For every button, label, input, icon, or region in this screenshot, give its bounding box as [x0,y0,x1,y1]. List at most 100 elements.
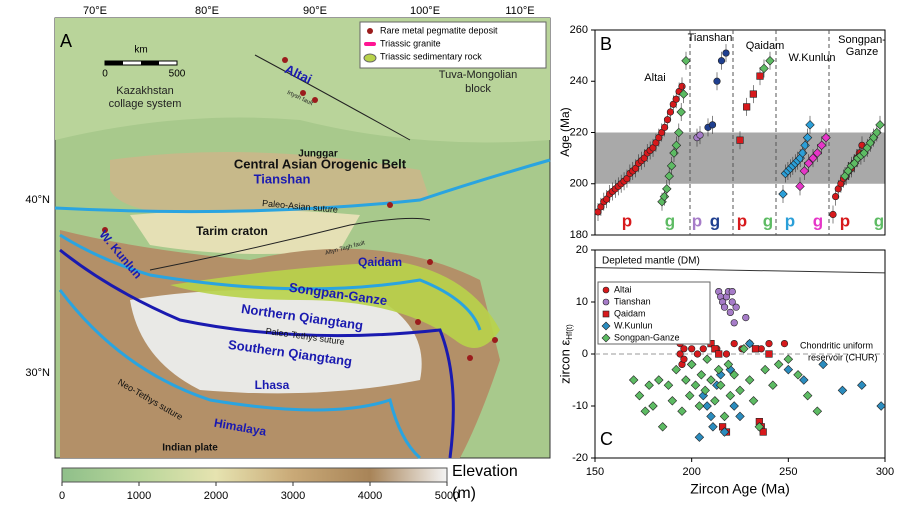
point [677,406,687,416]
map-label: Tianshan [254,171,311,186]
point [876,401,886,411]
colorbar [61,467,448,483]
point [678,82,686,90]
point [799,166,810,176]
deposit [467,355,473,361]
point [686,359,697,370]
point [803,158,814,168]
point [793,370,803,380]
point [730,340,738,348]
y-tick-label: 10 [576,296,588,308]
point [602,286,610,294]
legend-label: Songpan-Ganze [614,332,680,342]
point [640,406,650,416]
point [735,385,745,396]
map-tarim [130,210,360,254]
point [756,72,764,80]
deposits [102,57,498,361]
legend-sediment [363,53,377,63]
deposit [312,97,318,103]
panel-label: A [60,31,72,51]
point [663,380,674,390]
map-legend-label: Triassic granite [380,38,441,48]
point [601,321,611,331]
map-label: Tarim craton [196,224,268,238]
point [744,338,755,349]
suture-paleo-asian [54,158,551,214]
legend-label: W.Kunlun [614,320,653,330]
point [729,401,739,411]
map-legend-label: Triassic sedimentary rock [380,51,482,61]
point [765,340,773,348]
y-axis-label: zircon εHf(t) [557,324,574,384]
point [676,350,684,358]
point [669,148,679,158]
point [702,354,712,364]
series-letter: p [840,211,850,230]
point [749,90,757,98]
point [744,375,755,385]
map-songpan [170,262,500,348]
point [663,116,672,124]
point [799,375,809,385]
point [710,396,720,406]
point [657,422,668,432]
point [681,56,691,66]
series-letter: g [763,211,773,230]
point [661,123,669,131]
colorbar-tick-label: 2000 [204,490,228,502]
y-tick-label: 220 [570,126,588,138]
point [783,354,794,364]
point [728,288,736,296]
point [748,396,759,406]
scale-tick: 0 [102,69,108,80]
point [720,303,729,311]
point [759,428,767,436]
series-letter: p [785,211,795,230]
point [725,390,736,401]
suture-kunlun [59,233,482,331]
map-label: Junggar [298,149,338,160]
point [797,148,808,158]
y-tick-label: 180 [570,229,588,241]
point [719,411,730,422]
map-label: Qaidam [358,255,402,269]
deposit [300,90,306,96]
point [783,364,794,375]
series-letter: p [622,211,632,230]
point [739,344,749,354]
group-label: W.Kunlun [788,52,835,64]
point [628,375,639,385]
point [754,422,765,432]
legend-label: Tianshan [614,296,651,306]
map-plateau [130,290,422,394]
map-label: Tuva-Mongolian [439,69,517,81]
point [829,210,837,219]
point [602,310,610,318]
point [685,390,695,401]
point [818,359,828,370]
point [706,375,716,385]
point [688,345,696,353]
point [699,345,707,353]
deposit [282,57,288,63]
group-label: Qaidam [746,40,785,52]
point [765,350,773,358]
colorbar-unit: (m) [452,485,476,502]
series-letter: p [692,211,702,230]
point [713,77,721,85]
deposit [102,227,108,233]
point [773,359,784,370]
point [666,161,677,171]
point [659,191,670,202]
map [54,17,551,460]
lat-label: 40°N [25,194,50,206]
point [664,171,674,181]
point [722,49,730,57]
legend-star [367,28,373,34]
y-tick-label: 260 [570,24,588,36]
point [714,364,724,375]
map-label: Kazakhstan [116,85,173,97]
point [743,103,751,111]
